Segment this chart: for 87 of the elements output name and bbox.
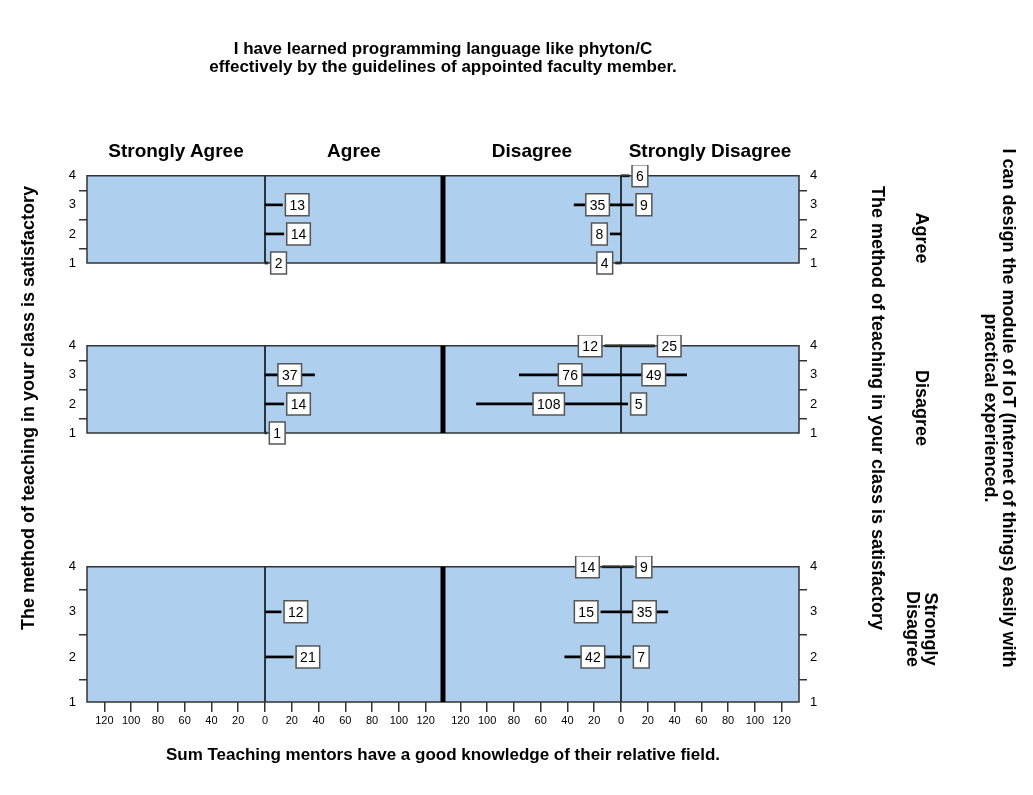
y-tick-label: 3	[810, 366, 818, 382]
y-tick-label: 1	[68, 693, 76, 709]
x-tick-label: 20	[285, 713, 298, 726]
data-label: 6	[636, 167, 645, 184]
x-tick-label: 0	[617, 713, 625, 726]
y-tick-label: 4	[810, 558, 818, 574]
x-tick-label: 40	[205, 713, 218, 726]
data-label: 14	[579, 558, 596, 575]
data-label: 42	[585, 648, 601, 665]
x-tick-label: 20	[588, 713, 601, 726]
y-axis-title: The method of teaching in your class is satisfactory	[17, 184, 39, 633]
text: I can design the module of IoT (Internet of things) easily with practical experienced.	[980, 148, 1020, 668]
data-label: 14	[290, 225, 307, 242]
chart-title: I have learned programming language like phyton/C effectively by the guidelines of appointed faculty member.	[208, 39, 678, 76]
x-tick-label: 40	[312, 713, 325, 726]
data-label: 14	[290, 395, 307, 412]
text: Agree	[326, 139, 382, 162]
y-tick-label: 2	[810, 395, 818, 411]
text: Agree	[911, 211, 933, 266]
data-label: 13	[289, 196, 306, 213]
text: Disagree	[490, 139, 574, 162]
x-tick-label: 80	[365, 713, 379, 726]
x-tick-label: 100	[389, 713, 409, 726]
x-tick-label: 120	[416, 713, 435, 726]
data-label: 7	[637, 648, 646, 665]
y-tick-label: 3	[68, 196, 76, 212]
x-tick-label: 120	[95, 713, 114, 726]
y-tick-label: 1	[810, 424, 818, 440]
x-axis-title: Sum Teaching mentors have a good knowledge of their relative field.	[164, 745, 722, 764]
data-label: 35	[589, 196, 606, 213]
data-label: 9	[640, 558, 649, 575]
x-tick-label: 100	[745, 713, 765, 726]
x-tick-label: 100	[121, 713, 141, 726]
data-label: 37	[281, 366, 298, 383]
data-label: 15	[578, 603, 595, 620]
y-tick-label: 4	[68, 337, 76, 353]
data-label: 21	[300, 648, 316, 665]
data-label: 2	[274, 254, 283, 271]
text: Strongly Disagree	[902, 589, 942, 669]
y-tick-label: 1	[68, 254, 76, 270]
y-tick-label: 1	[810, 254, 818, 270]
x-tick-label: 80	[151, 713, 165, 726]
data-label: 8	[595, 225, 604, 242]
data-label: 12	[582, 337, 599, 354]
y-tick-label: 2	[810, 648, 818, 664]
data-label: 12	[288, 603, 304, 620]
y-tick-label: 1	[810, 693, 818, 709]
x-tick-label: 40	[561, 713, 574, 726]
data-label: 49	[646, 366, 662, 383]
y-tick-label: 3	[810, 196, 818, 212]
x-tick-label: 60	[339, 713, 352, 726]
data-label: 25	[661, 337, 678, 354]
y-tick-label: 4	[68, 167, 76, 183]
legend-label: Strongly Agree	[107, 139, 245, 162]
x-tick-label: 60	[695, 713, 708, 726]
series-label: Strongly Disagree	[627, 139, 793, 162]
x-tick-label: 80	[507, 713, 521, 726]
x-tick-label: 40	[668, 713, 681, 726]
y-tick-label: 2	[68, 395, 76, 411]
x-tick-label: 0	[261, 713, 269, 726]
data-label: 76	[562, 366, 579, 383]
y-tick-label: 2	[810, 225, 818, 241]
y-tick-label: 4	[810, 337, 818, 353]
text: Disagree	[911, 368, 933, 448]
x-tick-label: 20	[232, 713, 245, 726]
x-tick-label: 80	[721, 713, 735, 726]
y-tick-label: 3	[810, 603, 818, 619]
y2-axis-title: The method of teaching in your class is satisfactory	[868, 185, 888, 631]
data-label: 35	[636, 603, 653, 620]
y-tick-label: 3	[68, 366, 76, 382]
x-tick-label: 120	[772, 713, 791, 726]
data-label: 5	[634, 395, 643, 412]
data-label: 4	[600, 254, 609, 271]
x-tick-label: 60	[534, 713, 547, 726]
y-tick-label: 1	[68, 424, 76, 440]
y-tick-label: 3	[68, 603, 76, 619]
x-tick-label: 100	[477, 713, 497, 726]
y-tick-label: 2	[68, 648, 76, 664]
x-tick-label: 60	[178, 713, 191, 726]
y-tick-label: 4	[810, 167, 818, 183]
data-label: 9	[640, 196, 649, 213]
data-label: 108	[537, 395, 561, 412]
x-tick-label: 120	[451, 713, 470, 726]
y-tick-label: 2	[68, 225, 76, 241]
data-label: 1	[273, 424, 282, 441]
x-tick-label: 20	[641, 713, 654, 726]
y-tick-label: 4	[68, 558, 76, 574]
